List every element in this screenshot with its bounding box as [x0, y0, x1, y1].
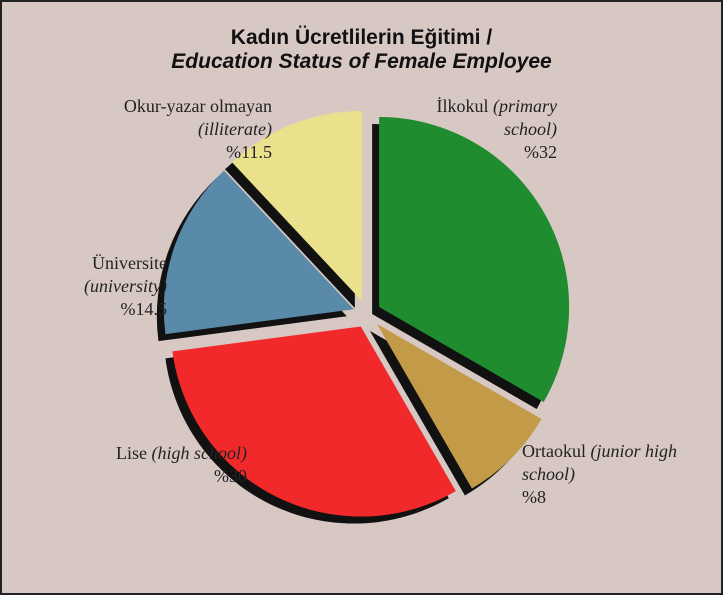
category-name: İlkokul [436, 96, 489, 116]
value-label: %30 [214, 466, 247, 486]
slice-label: İlkokul (primary school) %32 [397, 95, 558, 164]
value-label: %11.5 [226, 142, 272, 162]
category-translation: (high school) [151, 443, 247, 463]
value-label: %32 [524, 142, 557, 162]
category-translation: (university) [84, 276, 167, 296]
category-name: Lise [116, 443, 148, 463]
chart-title: Kadın Ücretlilerin Eğitimi / [230, 26, 493, 49]
category-translation: (junior high school) [522, 441, 677, 484]
slice [231, 110, 362, 301]
slice-label: Okur-yazar olmayan (illiterate) %11.5 [57, 95, 272, 164]
slice-label: Üniversite (university) %14.5 [52, 252, 167, 321]
value-label: %14.5 [120, 299, 168, 319]
slice-label: Ortaokul (junior high school) %8 [522, 440, 702, 509]
slice [379, 117, 570, 402]
slice [376, 323, 542, 489]
category-name: Üniversite [92, 253, 167, 273]
chart-subtitle: Education Status of Female Employee [171, 50, 552, 73]
category-name: Okur-yazar olmayan [123, 96, 272, 116]
category-translation: (primary school) [493, 96, 557, 139]
category-translation: (illiterate) [198, 119, 272, 139]
slice [163, 170, 354, 335]
category-name: Ortaokul [522, 441, 586, 461]
slice [172, 326, 456, 517]
slice-label: Lise (high school) %30 [102, 442, 247, 488]
value-label: %8 [522, 487, 546, 507]
